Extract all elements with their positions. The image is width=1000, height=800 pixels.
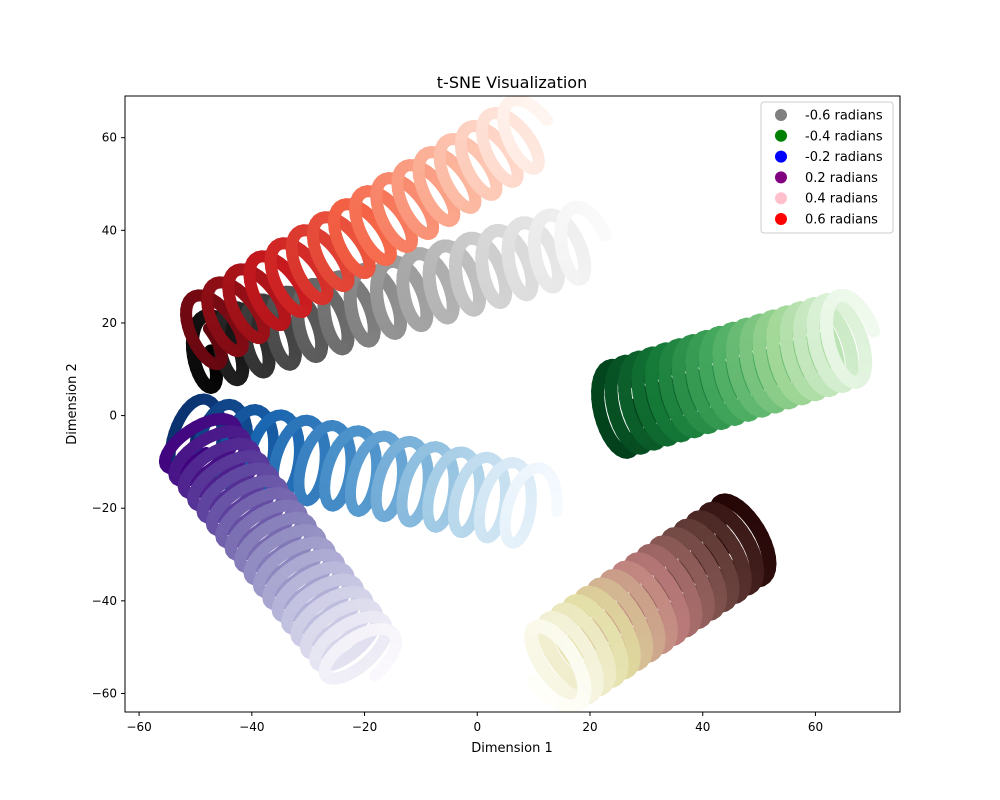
legend-marker [775, 192, 787, 205]
x-tick-label: 60 [808, 720, 823, 734]
x-axis: −60 −40 −20 0 20 40 60 [126, 712, 823, 734]
legend-marker [775, 109, 787, 121]
legend-label: 0.6 radians [805, 213, 878, 228]
legend-label: -0.4 radians [805, 129, 883, 144]
y-tick-label: 0 [109, 409, 117, 423]
legend-marker [775, 150, 787, 163]
y-tick-label: −60 [92, 686, 117, 700]
series-layer [158, 96, 881, 712]
y-axis: −60 −40 −20 0 20 40 60 [92, 131, 125, 700]
legend-marker [775, 171, 787, 184]
series-5 [524, 493, 777, 712]
x-axis-label: Dimension 1 [471, 741, 553, 756]
series-1-point [595, 222, 612, 242]
y-tick-label: −40 [92, 594, 117, 608]
x-tick-label: −40 [239, 720, 264, 734]
y-tick-label: 40 [102, 223, 117, 237]
legend-box [760, 101, 894, 234]
legend: -0.6 radians -0.4 radians -0.2 radians 0.2 … [760, 101, 894, 234]
series-4-point [369, 664, 387, 682]
legend-label: 0.4 radians [805, 192, 878, 207]
series-5-point [527, 674, 547, 695]
legend-label: 0.2 radians [805, 171, 878, 186]
y-tick-label: 20 [102, 316, 117, 330]
x-tick-label: 20 [582, 720, 597, 734]
y-tick-label: −20 [92, 501, 117, 515]
y-tick-label: 60 [102, 131, 117, 145]
plot-frame [124, 95, 901, 713]
legend-label: -0.2 radians [805, 150, 883, 165]
series-2-point [864, 317, 881, 338]
x-tick-label: −20 [352, 720, 377, 734]
series-2 [591, 288, 881, 459]
series-6 [180, 96, 554, 371]
chart-title: t-SNE Visualization [437, 73, 587, 92]
series-6-point [536, 109, 554, 127]
x-tick-label: −60 [126, 720, 151, 734]
x-tick-label: 0 [473, 720, 481, 734]
x-tick-label: 40 [695, 720, 710, 734]
legend-marker [775, 129, 787, 142]
legend-marker [775, 213, 787, 225]
legend-label: -0.6 radians [805, 109, 883, 124]
y-axis-label: Dimension 2 [65, 363, 80, 445]
series-4 [158, 413, 402, 685]
